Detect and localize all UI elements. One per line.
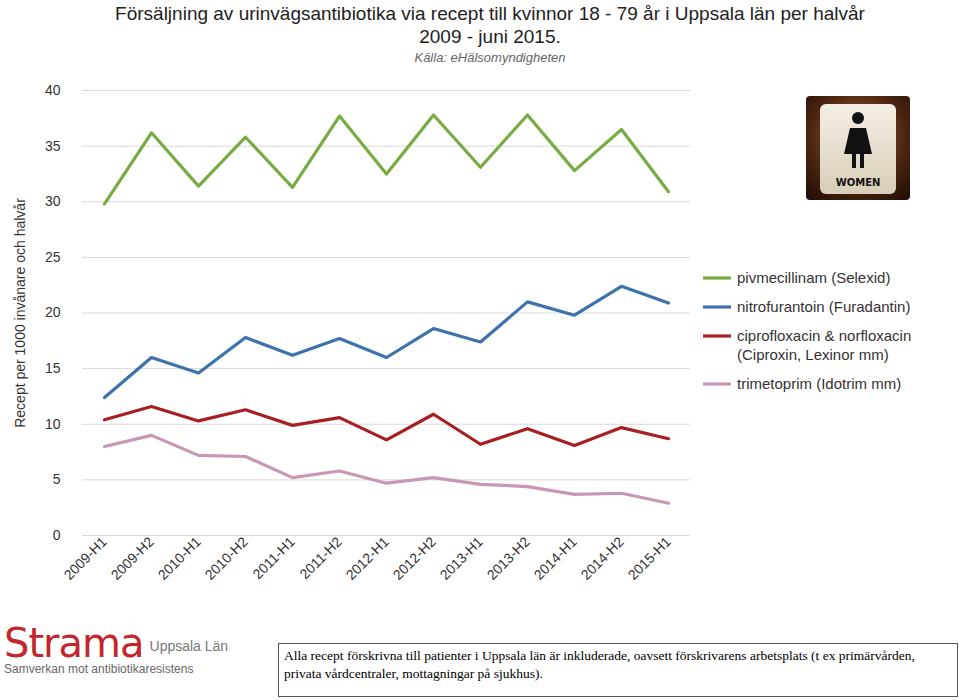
html-text:Strama: Strama [4, 620, 144, 666]
svg-text:2010-H2: 2010-H2 [202, 533, 251, 582]
svg-text:2009-H2: 2009-H2 [108, 533, 157, 582]
svg-text:2011-H2: 2011-H2 [296, 533, 345, 582]
svg-text:40: 40 [45, 82, 61, 98]
html-text:Uppsala Län: Uppsala Län [149, 638, 229, 654]
svg-text:2011-H1: 2011-H1 [249, 533, 298, 582]
svg-text:2013-H2: 2013-H2 [484, 533, 533, 582]
svg-text:2012-H1: 2012-H1 [343, 533, 392, 582]
html-text:nitrofurantoin (Furadantin): nitrofurantoin (Furadantin) [737, 298, 911, 315]
svg-text:15: 15 [45, 360, 61, 376]
svg-text:2014-H2: 2014-H2 [578, 533, 627, 582]
svg-text:2013-H1: 2013-H1 [437, 533, 486, 582]
svg-text:0: 0 [53, 527, 61, 543]
svg-text:5: 5 [53, 471, 61, 487]
html-text:Samverkan mot antibiotikaresis: Samverkan mot antibiotikaresistens [4, 662, 194, 676]
html-text:trimetoprim (Idotrim mm): trimetoprim (Idotrim mm) [737, 375, 902, 392]
svg-text:20: 20 [45, 304, 61, 320]
svg-text:Recept per 1000 invånare och h: Recept per 1000 invånare och halvår [12, 198, 28, 428]
html-text:pivmecillinam (Selexid): pivmecillinam (Selexid) [737, 269, 891, 286]
svg-text:2009-H1: 2009-H1 [61, 533, 110, 582]
html-text:ciprofloxacin & norfloxacin (C: ciprofloxacin & norfloxacin (Ciproxin, L… [737, 327, 912, 363]
svg-text:25: 25 [45, 249, 61, 265]
svg-text:2010-H1: 2010-H1 [155, 533, 204, 582]
html-text:Källa: eHälsomyndigheten: Källa: eHälsomyndigheten [414, 50, 566, 65]
html-text:WOMEN: WOMEN [835, 177, 881, 188]
svg-text:2012-H2: 2012-H2 [390, 533, 439, 582]
html-text:Alla recept förskrivna till pa: Alla recept förskrivna till patienter i … [284, 648, 915, 681]
svg-text:10: 10 [45, 416, 61, 432]
svg-text:35: 35 [45, 138, 61, 154]
svg-text:2014-H1: 2014-H1 [531, 533, 580, 582]
svg-text:30: 30 [45, 193, 61, 209]
html-text:Försäljning av urinvägsantibio: Försäljning av urinvägsantibiotika via r… [115, 3, 865, 47]
svg-text:2015-H1: 2015-H1 [625, 533, 674, 582]
